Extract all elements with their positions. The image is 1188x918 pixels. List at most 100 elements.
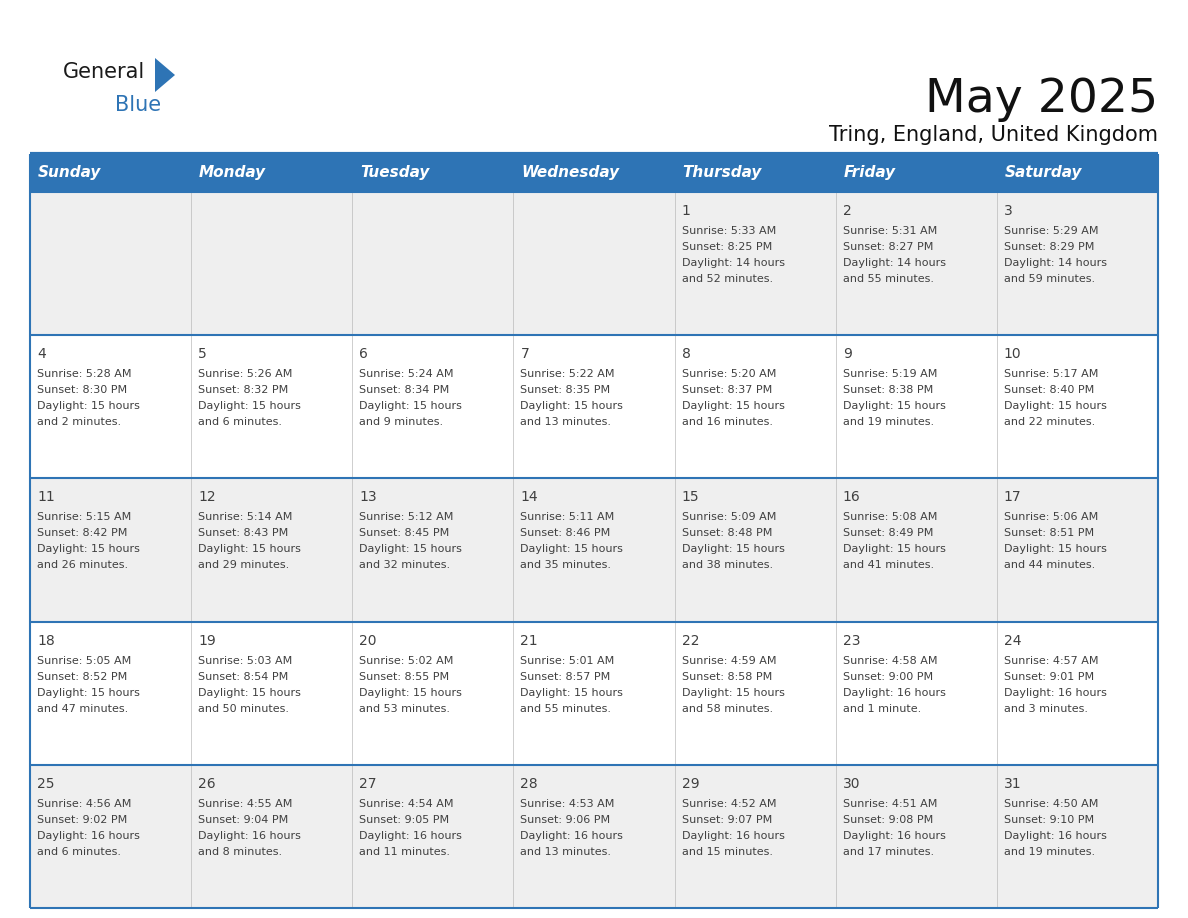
Text: Sunrise: 5:28 AM: Sunrise: 5:28 AM (37, 369, 132, 379)
Text: and 41 minutes.: and 41 minutes. (842, 560, 934, 570)
Text: and 26 minutes.: and 26 minutes. (37, 560, 128, 570)
Text: Sunrise: 4:52 AM: Sunrise: 4:52 AM (682, 799, 776, 809)
Text: Sunrise: 5:02 AM: Sunrise: 5:02 AM (359, 655, 454, 666)
Text: Monday: Monday (200, 165, 266, 181)
Text: and 38 minutes.: and 38 minutes. (682, 560, 772, 570)
Text: and 11 minutes.: and 11 minutes. (359, 846, 450, 856)
Text: and 6 minutes.: and 6 minutes. (198, 417, 282, 427)
Text: 13: 13 (359, 490, 377, 504)
Text: 6: 6 (359, 347, 368, 361)
Text: and 9 minutes.: and 9 minutes. (359, 417, 443, 427)
Text: 9: 9 (842, 347, 852, 361)
Text: Daylight: 14 hours: Daylight: 14 hours (682, 258, 784, 268)
Text: Daylight: 15 hours: Daylight: 15 hours (198, 401, 301, 411)
Text: 26: 26 (198, 777, 216, 790)
Text: Sunrise: 4:55 AM: Sunrise: 4:55 AM (198, 799, 292, 809)
Text: and 58 minutes.: and 58 minutes. (682, 703, 772, 713)
Text: Sunset: 8:43 PM: Sunset: 8:43 PM (198, 529, 289, 538)
Text: Sunset: 8:27 PM: Sunset: 8:27 PM (842, 242, 933, 252)
Text: and 52 minutes.: and 52 minutes. (682, 274, 772, 284)
Text: Wednesday: Wednesday (522, 165, 620, 181)
Text: Daylight: 15 hours: Daylight: 15 hours (682, 688, 784, 698)
Text: Daylight: 15 hours: Daylight: 15 hours (1004, 544, 1107, 554)
Text: Daylight: 15 hours: Daylight: 15 hours (842, 544, 946, 554)
Text: Daylight: 14 hours: Daylight: 14 hours (1004, 258, 1107, 268)
Text: Daylight: 16 hours: Daylight: 16 hours (682, 831, 784, 841)
Text: Blue: Blue (115, 95, 162, 115)
Text: 19: 19 (198, 633, 216, 647)
Bar (30, 621, 1158, 765)
Text: Sunrise: 5:20 AM: Sunrise: 5:20 AM (682, 369, 776, 379)
Text: 31: 31 (1004, 777, 1022, 790)
Text: Daylight: 15 hours: Daylight: 15 hours (37, 401, 140, 411)
Bar (30, 192, 1158, 335)
Text: and 13 minutes.: and 13 minutes. (520, 417, 612, 427)
Text: General: General (63, 62, 145, 82)
Text: Daylight: 16 hours: Daylight: 16 hours (842, 831, 946, 841)
Text: 15: 15 (682, 490, 700, 504)
Text: and 55 minutes.: and 55 minutes. (842, 274, 934, 284)
Text: 2: 2 (842, 204, 852, 218)
Text: and 29 minutes.: and 29 minutes. (198, 560, 290, 570)
Text: Daylight: 16 hours: Daylight: 16 hours (520, 831, 624, 841)
Text: Sunset: 8:51 PM: Sunset: 8:51 PM (1004, 529, 1094, 538)
Text: 1: 1 (682, 204, 690, 218)
Text: 10: 10 (1004, 347, 1022, 361)
Text: Sunrise: 5:09 AM: Sunrise: 5:09 AM (682, 512, 776, 522)
Text: Sunrise: 5:03 AM: Sunrise: 5:03 AM (198, 655, 292, 666)
Text: Sunset: 8:55 PM: Sunset: 8:55 PM (359, 672, 449, 681)
Text: 27: 27 (359, 777, 377, 790)
Text: 17: 17 (1004, 490, 1022, 504)
Text: Daylight: 16 hours: Daylight: 16 hours (1004, 688, 1107, 698)
Text: 28: 28 (520, 777, 538, 790)
Text: 30: 30 (842, 777, 860, 790)
Text: and 59 minutes.: and 59 minutes. (1004, 274, 1095, 284)
Text: Sunrise: 4:58 AM: Sunrise: 4:58 AM (842, 655, 937, 666)
Text: Daylight: 15 hours: Daylight: 15 hours (520, 688, 624, 698)
Text: 21: 21 (520, 633, 538, 647)
Text: Tuesday: Tuesday (360, 165, 430, 181)
Text: Sunset: 8:29 PM: Sunset: 8:29 PM (1004, 242, 1094, 252)
Text: Sunrise: 5:33 AM: Sunrise: 5:33 AM (682, 226, 776, 236)
Text: Sunset: 9:00 PM: Sunset: 9:00 PM (842, 672, 933, 681)
Text: Sunrise: 4:54 AM: Sunrise: 4:54 AM (359, 799, 454, 809)
Text: and 8 minutes.: and 8 minutes. (198, 846, 283, 856)
Text: Sunrise: 5:05 AM: Sunrise: 5:05 AM (37, 655, 131, 666)
Text: Sunset: 8:38 PM: Sunset: 8:38 PM (842, 386, 933, 396)
Text: Sunrise: 5:26 AM: Sunrise: 5:26 AM (198, 369, 292, 379)
Text: Sunrise: 5:11 AM: Sunrise: 5:11 AM (520, 512, 614, 522)
Text: 18: 18 (37, 633, 55, 647)
Text: Sunset: 8:49 PM: Sunset: 8:49 PM (842, 529, 933, 538)
Text: Sunset: 8:30 PM: Sunset: 8:30 PM (37, 386, 127, 396)
Text: Sunrise: 5:19 AM: Sunrise: 5:19 AM (842, 369, 937, 379)
Text: 22: 22 (682, 633, 699, 647)
Text: 12: 12 (198, 490, 216, 504)
Text: and 1 minute.: and 1 minute. (842, 703, 921, 713)
Text: and 50 minutes.: and 50 minutes. (198, 703, 289, 713)
Text: Sunset: 8:52 PM: Sunset: 8:52 PM (37, 672, 127, 681)
Bar (30, 154, 1158, 192)
Text: and 19 minutes.: and 19 minutes. (842, 417, 934, 427)
Text: Sunrise: 5:01 AM: Sunrise: 5:01 AM (520, 655, 614, 666)
Polygon shape (154, 58, 175, 92)
Text: Thursday: Thursday (683, 165, 762, 181)
Text: Daylight: 15 hours: Daylight: 15 hours (37, 544, 140, 554)
Text: Sunset: 8:54 PM: Sunset: 8:54 PM (198, 672, 289, 681)
Text: and 15 minutes.: and 15 minutes. (682, 846, 772, 856)
Text: 14: 14 (520, 490, 538, 504)
Text: Daylight: 15 hours: Daylight: 15 hours (359, 401, 462, 411)
Text: Daylight: 16 hours: Daylight: 16 hours (359, 831, 462, 841)
Text: and 13 minutes.: and 13 minutes. (520, 846, 612, 856)
Text: 20: 20 (359, 633, 377, 647)
Text: Sunrise: 5:24 AM: Sunrise: 5:24 AM (359, 369, 454, 379)
Text: Daylight: 15 hours: Daylight: 15 hours (198, 688, 301, 698)
Text: Sunset: 9:04 PM: Sunset: 9:04 PM (198, 815, 289, 824)
Text: Sunset: 9:07 PM: Sunset: 9:07 PM (682, 815, 772, 824)
Text: Sunrise: 5:31 AM: Sunrise: 5:31 AM (842, 226, 937, 236)
Bar (30, 335, 1158, 478)
Text: Sunset: 8:37 PM: Sunset: 8:37 PM (682, 386, 772, 396)
Text: Daylight: 16 hours: Daylight: 16 hours (198, 831, 301, 841)
Text: 7: 7 (520, 347, 529, 361)
Text: Sunset: 9:02 PM: Sunset: 9:02 PM (37, 815, 127, 824)
Text: Saturday: Saturday (1005, 165, 1082, 181)
